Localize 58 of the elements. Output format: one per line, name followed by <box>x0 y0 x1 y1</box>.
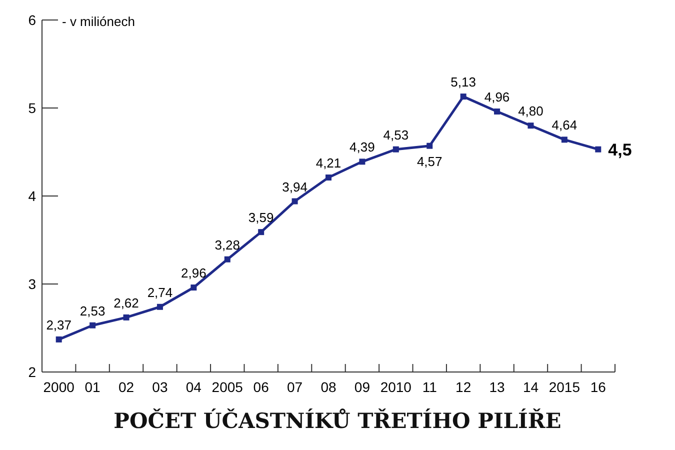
point <box>258 229 264 236</box>
data-label: 3,28 <box>214 237 240 252</box>
data-label: 2,37 <box>46 317 72 332</box>
x-tick-label: 2005 <box>212 379 244 395</box>
data-label: 4,80 <box>518 104 544 119</box>
x-tick-label: 09 <box>354 379 370 395</box>
y-tick-label: 3 <box>28 276 36 292</box>
x-tick-label: 04 <box>186 379 202 395</box>
annotation: - v miliónech <box>62 14 135 29</box>
y-tick-label: 6 <box>28 12 36 28</box>
point <box>528 122 534 129</box>
x-tick-label: 2000 <box>43 379 75 395</box>
point <box>156 304 163 310</box>
text: POČET ÚČASTNÍKŮ TŘETÍHO PILÍŘE <box>114 408 562 433</box>
point <box>494 108 500 115</box>
data-label: 3,59 <box>248 210 274 226</box>
x-tick-label: 03 <box>152 379 168 395</box>
data-label: 4,5 <box>608 140 632 160</box>
x-tick-label: 01 <box>84 379 101 395</box>
x-tick-label: 07 <box>287 379 303 395</box>
x-tick-label: 13 <box>489 379 506 395</box>
data-label: 2,53 <box>80 303 106 318</box>
data-label: 5,13 <box>450 74 476 90</box>
point <box>190 284 197 291</box>
point <box>90 322 96 328</box>
data-label: 2,62 <box>114 295 139 310</box>
point <box>326 174 332 181</box>
point <box>292 198 298 204</box>
point <box>392 146 399 152</box>
data-label: 4,39 <box>350 140 375 155</box>
y-tick-label: 2 <box>28 364 36 380</box>
point <box>359 158 366 165</box>
data-label: 4,64 <box>552 118 578 133</box>
point <box>426 142 433 149</box>
x-tick-label: 2010 <box>380 379 412 395</box>
x-tick-label: 14 <box>522 379 539 395</box>
data-label: 4,53 <box>383 127 409 142</box>
point <box>123 314 130 320</box>
y-tick-label: 5 <box>28 100 36 116</box>
point <box>460 94 466 100</box>
point <box>224 256 230 262</box>
y-tick-label: 4 <box>28 188 36 204</box>
data-label: 3,94 <box>282 179 308 194</box>
data-label: 4,57 <box>416 154 442 169</box>
data-label: 4,96 <box>484 90 510 105</box>
data-label: 2,74 <box>147 284 173 300</box>
point <box>595 146 602 152</box>
x-tick-label: 08 <box>320 379 336 395</box>
data-label: 2,96 <box>181 266 206 281</box>
point <box>56 336 62 342</box>
x-tick-label: 12 <box>456 379 472 395</box>
x-tick-label: 2015 <box>548 379 580 395</box>
point <box>561 136 568 143</box>
x-tick-label: 11 <box>422 379 438 395</box>
x-tick-label: 16 <box>590 379 606 395</box>
x-tick-label: 06 <box>253 379 270 395</box>
data-label: 4,21 <box>316 156 342 171</box>
x-tick-label: 02 <box>118 379 134 395</box>
